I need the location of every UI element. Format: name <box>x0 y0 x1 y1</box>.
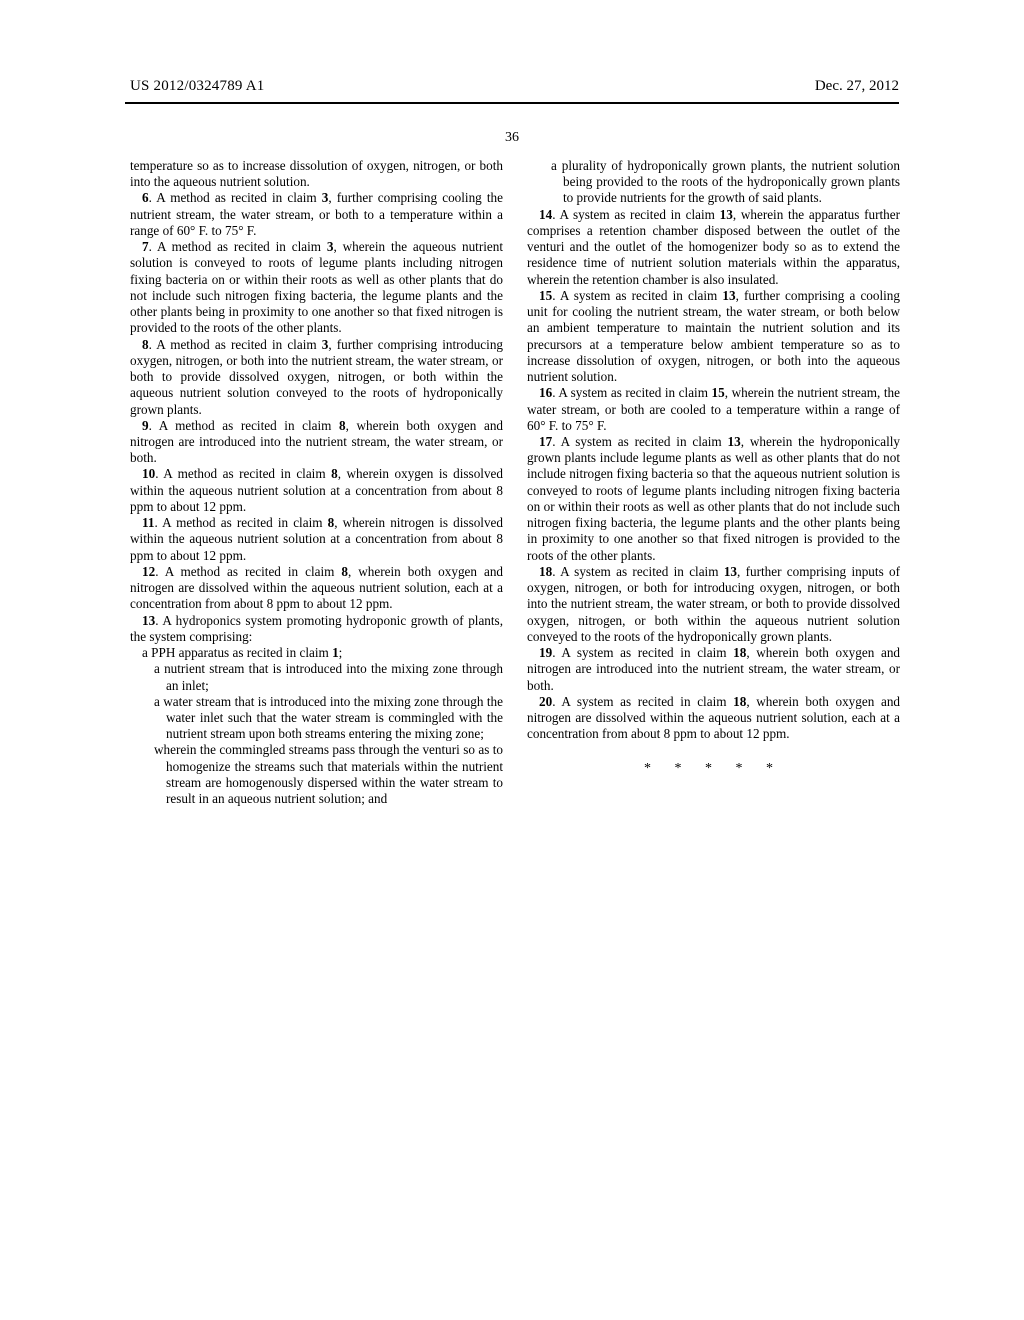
claim-number: 17 <box>539 434 552 449</box>
claim-19: 19. A system as recited in claim 18, whe… <box>527 645 900 694</box>
claim-7: 7. A method as recited in claim 3, where… <box>130 239 503 336</box>
claim-11: 11. A method as recited in claim 8, wher… <box>130 515 503 564</box>
claim-number: 11 <box>142 515 154 530</box>
claim-number: 7 <box>142 239 149 254</box>
claim-number: 9 <box>142 418 149 433</box>
claim-13-e: a plurality of hydroponically grown plan… <box>527 158 900 207</box>
end-marks: * * * * * <box>527 760 900 777</box>
claim-continuation: temperature so as to increase dissolutio… <box>130 158 503 190</box>
claim-number: 15 <box>539 288 552 303</box>
claim-13-c: a water stream that is introduced into t… <box>130 694 503 743</box>
claim-20: 20. A system as recited in claim 18, whe… <box>527 694 900 743</box>
claim-12: 12. A method as recited in claim 8, wher… <box>130 564 503 613</box>
claim-10: 10. A method as recited in claim 8, wher… <box>130 466 503 515</box>
publication-date: Dec. 27, 2012 <box>815 78 899 95</box>
claim-13-d: wherein the commingled streams pass thro… <box>130 742 503 807</box>
claim-number: 8 <box>142 337 149 352</box>
claim-number: 20 <box>539 694 552 709</box>
claim-13: 13. A hydroponics system promoting hydro… <box>130 613 503 645</box>
publication-number: US 2012/0324789 A1 <box>130 78 264 95</box>
column-left: temperature so as to increase dissolutio… <box>130 158 503 807</box>
column-right: a plurality of hydroponically grown plan… <box>527 158 900 807</box>
claim-number: 14 <box>539 207 552 222</box>
claim-8: 8. A method as recited in claim 3, furth… <box>130 337 503 418</box>
claim-number: 18 <box>539 564 552 579</box>
claim-13-b: a nutrient stream that is introduced int… <box>130 661 503 693</box>
claim-9: 9. A method as recited in claim 8, where… <box>130 418 503 467</box>
claim-15: 15. A system as recited in claim 13, fur… <box>527 288 900 385</box>
claim-18: 18. A system as recited in claim 13, fur… <box>527 564 900 645</box>
claim-number: 10 <box>142 466 155 481</box>
claim-17: 17. A system as recited in claim 13, whe… <box>527 434 900 564</box>
claim-6: 6. A method as recited in claim 3, furth… <box>130 190 503 239</box>
page-header: US 2012/0324789 A1 Dec. 27, 2012 <box>0 78 1024 95</box>
content-columns: temperature so as to increase dissolutio… <box>130 158 900 807</box>
claim-13-a: a PPH apparatus as recited in claim 1; <box>130 645 503 661</box>
claim-14: 14. A system as recited in claim 13, whe… <box>527 207 900 288</box>
header-rule <box>125 102 899 104</box>
claim-number: 19 <box>539 645 552 660</box>
claim-number: 16 <box>539 385 552 400</box>
claim-number: 6 <box>142 190 149 205</box>
claim-16: 16. A system as recited in claim 15, whe… <box>527 385 900 434</box>
claim-number: 12 <box>142 564 155 579</box>
claim-number: 13 <box>142 613 155 628</box>
page-number: 36 <box>0 130 1024 146</box>
